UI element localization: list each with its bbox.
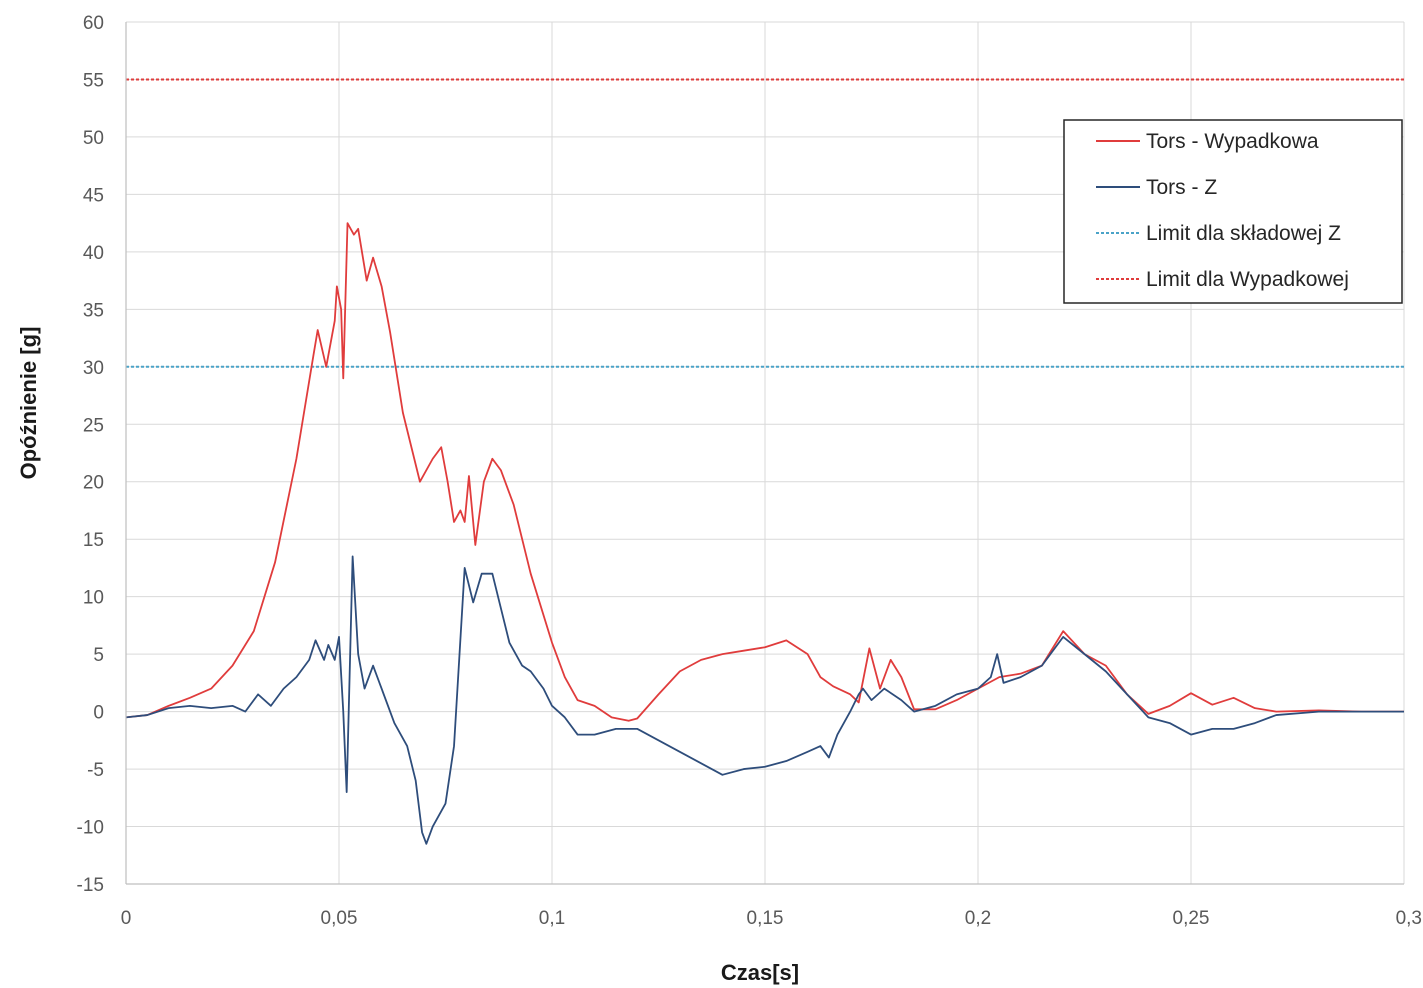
y-tick-label: 25: [83, 415, 104, 436]
y-tick-label: 60: [83, 13, 104, 34]
x-tick-label: 0,2: [965, 908, 991, 929]
y-tick-label: 10: [83, 588, 104, 609]
x-tick-label: 0,25: [1173, 908, 1210, 929]
legend: Tors - Wypadkowa Tors - Z Limit dla składo…: [1063, 119, 1403, 304]
y-tick-label: 40: [83, 243, 104, 264]
legend-label: Tors - Wypadkowa: [1146, 130, 1319, 153]
y-tick-label: 15: [83, 530, 104, 551]
y-tick-label: 55: [83, 70, 104, 91]
y-tick-label: 0: [93, 703, 104, 724]
tick-labels: -15 -10 -5 0 5 10 15 20 25 30 35 40 45 50 55 60 0 0,05 0,1…: [77, 13, 1422, 929]
x-tick-label: 0: [121, 908, 132, 929]
legend-label: Limit dla Wypadkowej: [1146, 268, 1349, 291]
legend-label: Tors - Z: [1146, 176, 1217, 199]
axes: [125, 22, 1404, 885]
y-tick-label: 30: [83, 358, 104, 379]
y-tick-label: 50: [83, 128, 104, 149]
x-tick-label: 0,05: [321, 908, 358, 929]
x-tick-label: 0,1: [539, 908, 565, 929]
x-tick-label: 0,3: [1396, 908, 1422, 929]
y-tick-label: 5: [93, 645, 104, 666]
legend-label: Limit dla składowej Z: [1146, 222, 1341, 245]
y-tick-label: 35: [83, 300, 104, 321]
x-axis-title: Czas[s]: [721, 960, 799, 985]
y-tick-label: -5: [87, 760, 104, 781]
y-tick-label: -10: [77, 818, 104, 839]
series-line-1: [125, 222, 1404, 722]
y-tick-label: -15: [77, 875, 104, 896]
legend-frame: [1063, 119, 1403, 304]
y-axis-title: Opóźnienie [g]: [16, 327, 41, 480]
series-line-2: [125, 555, 1404, 845]
series-lines: [125, 78, 1404, 845]
y-tick-label: 20: [83, 473, 104, 494]
y-tick-label: 45: [83, 185, 104, 206]
x-tick-label: 0,15: [747, 908, 784, 929]
